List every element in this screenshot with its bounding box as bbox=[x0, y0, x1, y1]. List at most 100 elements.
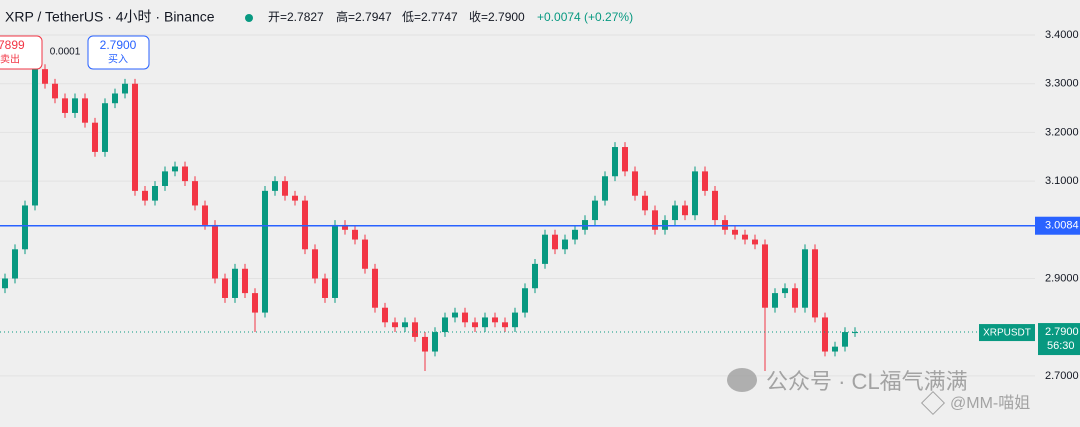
candle-body bbox=[252, 293, 258, 313]
hline-tag bbox=[1035, 216, 1080, 235]
candle-body bbox=[312, 249, 318, 279]
candle-body bbox=[372, 268, 378, 308]
candle-body bbox=[652, 210, 658, 230]
overlay: 3.0084 XRPUSDT 2.7900 56:30 bbox=[0, 216, 1080, 356]
y-tick-label: 2.7000 bbox=[1045, 370, 1079, 382]
candle-body bbox=[822, 317, 828, 352]
watermark-handle: @MM-喵姐 bbox=[950, 394, 1030, 412]
candle-body bbox=[562, 239, 568, 250]
candle-body bbox=[142, 190, 148, 201]
candle-body bbox=[132, 83, 138, 191]
candle-body bbox=[162, 171, 168, 186]
sell-price: 7899 bbox=[0, 38, 25, 52]
candle-body bbox=[482, 317, 488, 328]
grid: 3.4000 3.3000 3.2000 3.1000 2.9000 2.7000 bbox=[0, 29, 1079, 382]
candle-body bbox=[362, 239, 368, 269]
candle-body bbox=[702, 171, 708, 191]
info-open: 开=2.7827 bbox=[268, 10, 324, 24]
y-tick-label: 3.3000 bbox=[1045, 78, 1079, 90]
candle-body bbox=[212, 224, 218, 279]
symbol-tag bbox=[979, 324, 1035, 342]
candle-body bbox=[22, 205, 28, 250]
candle-body bbox=[202, 205, 208, 225]
candle-body bbox=[642, 195, 648, 211]
candle-body bbox=[32, 69, 38, 206]
y-tick-label: 3.2000 bbox=[1045, 126, 1079, 138]
candle-body bbox=[602, 176, 608, 201]
candle-body bbox=[522, 288, 528, 313]
candle-body bbox=[742, 234, 748, 240]
candle-body bbox=[352, 229, 358, 240]
info-close: 收=2.7900 bbox=[469, 10, 525, 24]
y-tick-label: 3.4000 bbox=[1045, 29, 1079, 41]
candle-body bbox=[442, 317, 448, 333]
chart-title: XRP / TetherUS · 4小时 · Binance bbox=[5, 9, 215, 25]
candle-body bbox=[242, 268, 248, 294]
candle-body bbox=[182, 166, 188, 182]
candle-body bbox=[2, 278, 8, 289]
candle-body bbox=[622, 147, 628, 172]
candle-body bbox=[322, 278, 328, 298]
status-dot bbox=[245, 14, 253, 22]
candle-body bbox=[662, 220, 668, 230]
candle-body bbox=[402, 322, 408, 328]
candle-body bbox=[342, 224, 348, 230]
price-tag bbox=[1038, 323, 1080, 356]
candle-body bbox=[102, 103, 108, 152]
candle-body bbox=[792, 288, 798, 308]
candle-body bbox=[612, 147, 618, 177]
candle-body bbox=[512, 312, 518, 328]
candle-body bbox=[192, 181, 198, 206]
candle-body bbox=[92, 122, 98, 152]
hline-label: 3.0084 bbox=[1045, 220, 1079, 232]
candle-body bbox=[782, 288, 788, 294]
countdown-label: 56:30 bbox=[1047, 340, 1075, 352]
candle-body bbox=[762, 244, 768, 308]
sell-button[interactable] bbox=[0, 35, 43, 70]
candle-body bbox=[492, 317, 498, 323]
candle-body bbox=[752, 239, 758, 245]
candle-body bbox=[712, 190, 718, 221]
spread: 0.0001 bbox=[50, 47, 81, 58]
candle-body bbox=[272, 181, 278, 191]
candle-body bbox=[392, 322, 398, 328]
candle-body bbox=[12, 249, 18, 279]
buy-label: 买入 bbox=[108, 54, 128, 66]
candle-body bbox=[412, 322, 418, 337]
candle-body bbox=[262, 190, 268, 313]
candle-body bbox=[422, 336, 428, 352]
watermark-logo bbox=[920, 390, 946, 416]
candle-body bbox=[292, 195, 298, 201]
candle-body bbox=[172, 166, 178, 172]
candle-body bbox=[582, 220, 588, 230]
info-high: 高=2.7947 bbox=[336, 9, 392, 24]
candle-body bbox=[62, 98, 68, 113]
candle-body bbox=[152, 185, 158, 201]
candle-body bbox=[672, 205, 678, 221]
watermark-icon bbox=[727, 368, 757, 392]
candle-body bbox=[82, 98, 88, 123]
candle-body bbox=[842, 332, 848, 347]
candle-body bbox=[772, 293, 778, 308]
candle-body bbox=[632, 171, 638, 196]
info-change: +0.0074 (+0.27%) bbox=[537, 10, 633, 24]
y-tick-label: 3.1000 bbox=[1045, 175, 1079, 187]
order-panel: 7899 卖出 0.0001 2.7900 买入 bbox=[0, 35, 150, 70]
candle-body bbox=[452, 312, 458, 318]
candle-body bbox=[462, 312, 468, 323]
header: XRP / TetherUS · 4小时 · Binance 开=2.7827 … bbox=[5, 9, 633, 25]
buy-button[interactable] bbox=[87, 35, 150, 70]
candle-body bbox=[802, 249, 808, 308]
sell-label: 卖出 bbox=[0, 53, 20, 66]
candle-body bbox=[542, 234, 548, 264]
candle-body bbox=[572, 229, 578, 240]
candle-body bbox=[832, 346, 838, 352]
watermark: 公众号 · CL福气满满 @MM-喵姐 bbox=[727, 368, 1030, 416]
price-label: 2.7900 bbox=[1045, 326, 1079, 338]
candle-body bbox=[552, 234, 558, 250]
info-low: 低=2.7747 bbox=[402, 10, 458, 24]
candle-body bbox=[222, 278, 228, 298]
candle-body bbox=[432, 332, 438, 352]
